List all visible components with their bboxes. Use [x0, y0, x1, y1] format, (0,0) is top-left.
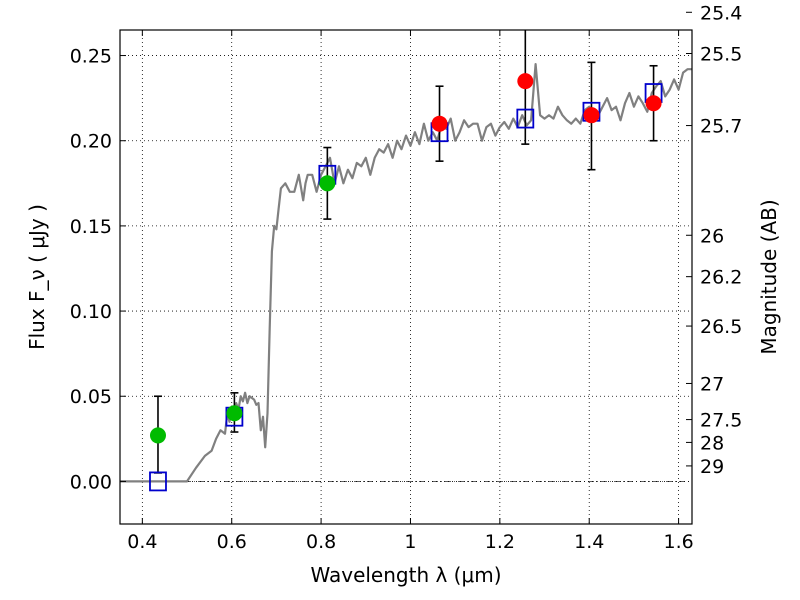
x-tick-label: 1.2 — [485, 531, 515, 553]
mag-tick-label: 25.7 — [700, 116, 742, 138]
y-tick-label: 0.25 — [70, 46, 112, 68]
x-tick-label: 0.6 — [217, 531, 247, 553]
y-tick-label: 0.20 — [70, 131, 112, 153]
axes-frame — [119, 29, 693, 525]
y-tick-label: 0.15 — [70, 216, 112, 238]
y-tick-label: 0.00 — [70, 471, 112, 493]
green-data-point — [226, 405, 243, 422]
red-data-point — [517, 73, 534, 90]
x-tick-label: 1 — [404, 531, 416, 553]
plot-area — [120, 30, 692, 492]
x-axis: 0.4 0.6 0.8 1 1.2 1.4 1.6 — [127, 30, 694, 553]
template-sed-line — [120, 62, 692, 483]
green-data-point — [149, 427, 166, 444]
mag-tick-label: 27.5 — [700, 410, 742, 432]
x-tick-label: 1.4 — [574, 531, 604, 553]
x-tick-label: 0.8 — [306, 531, 336, 553]
red-data-point — [431, 115, 448, 132]
y-axis-title: Flux F_ν ( μJy ) — [25, 204, 49, 350]
green-data-point — [319, 175, 336, 192]
mag-tick-label: 25.5 — [700, 44, 742, 66]
y-axis-left: 0.00 0.05 0.10 0.15 0.20 0.25 — [70, 46, 126, 493]
mag-tick-label: 26 — [700, 225, 724, 247]
mag-tick-label: 27 — [700, 373, 724, 395]
mag-tick-label: 29 — [700, 456, 724, 478]
model-square — [149, 471, 167, 492]
mag-tick-label: 25.4 — [700, 2, 742, 24]
mag-tick-label: 28 — [700, 432, 724, 454]
red-data-point — [583, 107, 600, 124]
mag-tick-label: 26.5 — [700, 316, 742, 338]
grid — [120, 30, 692, 524]
x-tick-label: 1.6 — [663, 531, 693, 553]
y-axis-right-title: Magnitude (AB) — [757, 199, 781, 354]
red-data-point — [645, 95, 662, 112]
mag-tick-label: 26.2 — [700, 267, 742, 289]
x-axis-title: Wavelength λ (μm) — [310, 563, 501, 587]
y-tick-label: 0.10 — [70, 301, 112, 323]
model-square — [516, 108, 535, 129]
y-tick-label: 0.05 — [70, 386, 112, 408]
x-tick-label: 0.4 — [127, 531, 157, 553]
